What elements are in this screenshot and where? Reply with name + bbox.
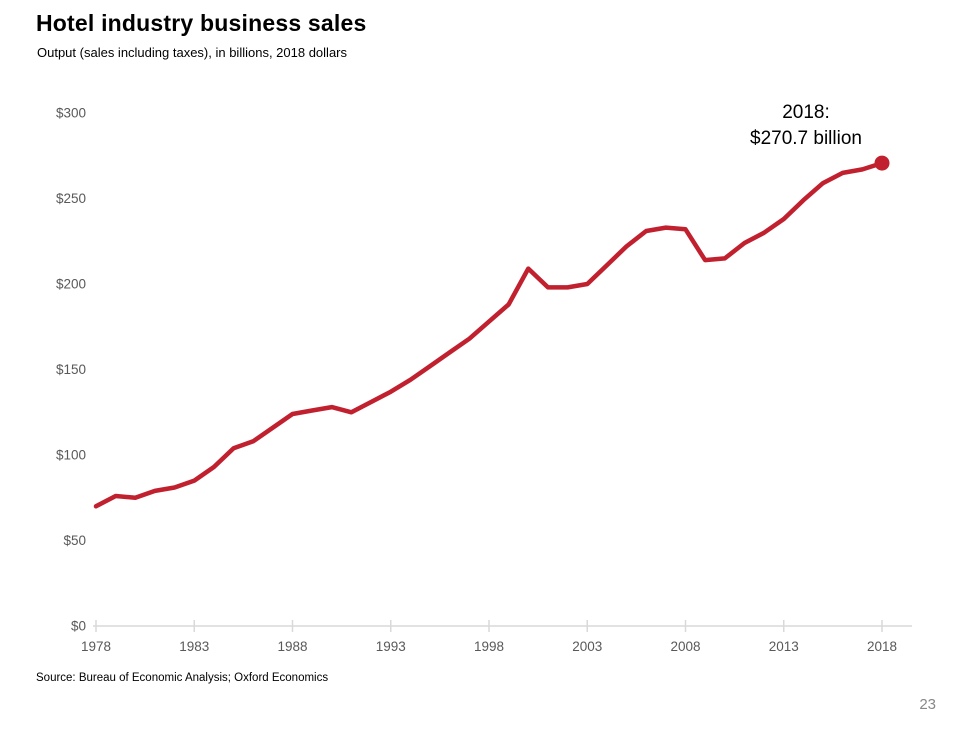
x-axis-tick-label: 2008 <box>670 639 700 654</box>
x-axis-tick-label: 1978 <box>81 639 111 654</box>
y-axis-tick-label: $250 <box>56 191 86 206</box>
y-axis-tick-label: $200 <box>56 277 86 292</box>
endpoint-annotation-year: 2018: <box>782 102 830 123</box>
endpoint-marker-dot <box>874 155 890 171</box>
endpoint-annotation-value: $270.7 billion <box>750 128 862 149</box>
y-axis-tick-label: $100 <box>56 448 86 463</box>
x-axis-tick-label: 1988 <box>277 639 307 654</box>
x-axis-tick-label: 1998 <box>474 639 504 654</box>
source-note: Source: Bureau of Economic Analysis; Oxf… <box>36 672 329 684</box>
x-axis-tick-label: 1993 <box>376 639 406 654</box>
y-axis-tick-label: $0 <box>71 619 86 634</box>
x-axis-tick-label: 2013 <box>769 639 799 654</box>
y-axis-tick-label: $50 <box>63 533 86 548</box>
page-number: 23 <box>919 696 936 713</box>
y-axis-tick-label: $150 <box>56 362 86 377</box>
page-title: Hotel industry business sales <box>36 10 367 36</box>
axes-layer: 1978 1983 1988 1993 1998 2003 2008 2013 2018 $0 $5… <box>56 106 912 654</box>
y-axis-tick-label: $300 <box>56 106 86 121</box>
page-subtitle: Output (sales including taxes), in billi… <box>37 45 348 60</box>
x-axis-tick-label: 2003 <box>572 639 602 654</box>
sales-trend-line <box>93 160 885 509</box>
x-axis-tick-label: 2018 <box>867 639 897 654</box>
x-axis-tick-label: 1983 <box>179 639 209 654</box>
